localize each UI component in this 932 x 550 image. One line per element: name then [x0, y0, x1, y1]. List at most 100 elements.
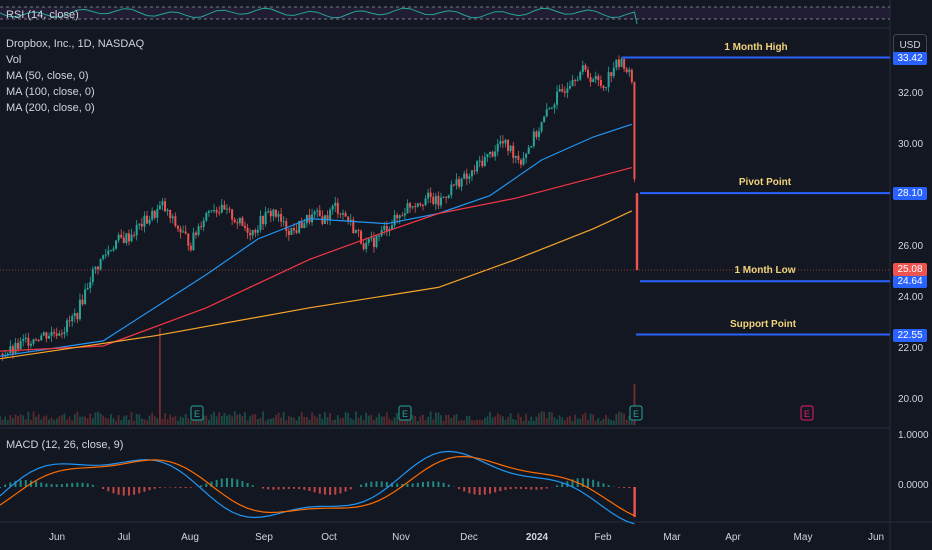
volume-bar: [241, 415, 244, 425]
candle-body: [295, 230, 298, 233]
macd-histogram-bar: [385, 482, 388, 487]
volume-bar: [35, 416, 38, 425]
volume-bar: [166, 419, 169, 425]
candle-body: [556, 91, 559, 105]
macd-label: MACD (12, 26, close, 9): [6, 439, 124, 451]
candle-body: [148, 219, 151, 224]
level-label-2: 1 Month Low: [734, 265, 796, 277]
candle-body: [187, 233, 190, 246]
volume-bar: [589, 413, 592, 425]
volume-bar: [218, 412, 221, 425]
volume-bar: [514, 419, 517, 425]
candle-body: [378, 235, 381, 237]
candle-body: [391, 225, 393, 229]
candle-body: [458, 179, 461, 187]
volume-bar: [385, 412, 388, 425]
volume-bar: [618, 411, 620, 425]
earnings-marker-label: E: [633, 409, 639, 419]
volume-bar: [19, 414, 22, 425]
volume-bar: [331, 420, 334, 425]
candle-body: [293, 228, 295, 231]
volume-bar: [202, 415, 205, 425]
candle-body: [9, 346, 12, 354]
candle-body: [11, 346, 14, 354]
candle-body: [581, 65, 584, 73]
legend-ma200: MA (200, close, 0): [6, 102, 95, 114]
candle-body: [68, 320, 71, 322]
volume-bar: [365, 412, 368, 425]
volume-bar: [406, 418, 409, 425]
candle-body: [213, 210, 216, 212]
macd-histogram-bar: [458, 487, 461, 490]
candle-body: [625, 68, 628, 73]
candle-body: [29, 343, 32, 346]
macd-histogram-bar: [483, 487, 486, 495]
candle-body: [360, 231, 363, 244]
earnings-marker: [629, 405, 643, 421]
candle-body: [86, 287, 89, 290]
candle-body: [429, 192, 432, 197]
candle-body: [287, 230, 290, 235]
volume-bar: [14, 414, 17, 425]
volume-bar: [151, 412, 154, 425]
volume-bar: [11, 418, 14, 425]
volume-bar: [375, 417, 378, 425]
candle-body: [117, 234, 120, 241]
volume-bar: [452, 415, 455, 425]
candle-body: [512, 145, 515, 158]
candle-body: [589, 77, 592, 83]
volume-bar: [501, 416, 504, 425]
candle-body: [241, 217, 244, 226]
ma-line-100: [0, 167, 632, 352]
candle-body: [259, 215, 262, 230]
volume-bar: [311, 412, 313, 425]
volume-bar: [233, 411, 236, 425]
candle-body: [231, 209, 234, 220]
macd-histogram-bar: [406, 483, 409, 487]
x-tick-label: Jun: [48, 532, 66, 543]
candle-body: [574, 80, 577, 82]
volume-bar: [612, 420, 615, 425]
candle-body: [272, 209, 275, 217]
candle-body: [543, 116, 546, 123]
level-price-tag-0: 33.42: [893, 51, 927, 65]
candle-body: [419, 203, 422, 205]
volume-bar: [37, 414, 40, 425]
volume-bar: [231, 416, 234, 425]
candle-body: [610, 72, 613, 77]
volume-bar: [120, 420, 123, 425]
candle-body: [192, 232, 195, 251]
candle-body: [592, 79, 595, 83]
candle-body: [267, 211, 270, 213]
volume-bar: [153, 416, 156, 425]
volume-bar: [133, 420, 136, 425]
candle-body: [375, 235, 378, 247]
volume-bar: [587, 419, 589, 425]
volume-bar: [321, 418, 324, 425]
macd-histogram-bar: [251, 485, 254, 487]
macd-histogram-bar: [86, 483, 89, 487]
volume-bar: [244, 412, 246, 425]
candle-body: [138, 223, 141, 225]
x-tick-label: Jul: [117, 532, 131, 543]
volume-bar: [437, 412, 440, 425]
x-tick-label: Oct: [321, 532, 337, 543]
candle-body: [329, 209, 332, 220]
volume-bar: [318, 413, 321, 425]
candle-body: [197, 226, 200, 235]
macd-histogram-bar: [179, 487, 182, 489]
candle-body: [282, 221, 285, 223]
candle-body: [566, 88, 569, 93]
candle-body: [409, 203, 412, 208]
candle-body: [427, 192, 430, 199]
volume-bar: [313, 415, 316, 425]
volume-bar: [520, 417, 522, 425]
macd-histogram-bar: [592, 479, 595, 487]
earnings-marker-label: E: [402, 409, 408, 419]
candle-body: [228, 208, 231, 210]
macd-histogram-bar: [556, 485, 559, 487]
macd-histogram-bar: [0, 487, 1, 488]
macd-histogram-bar-drop: [633, 487, 636, 517]
candle-body: [522, 157, 525, 165]
